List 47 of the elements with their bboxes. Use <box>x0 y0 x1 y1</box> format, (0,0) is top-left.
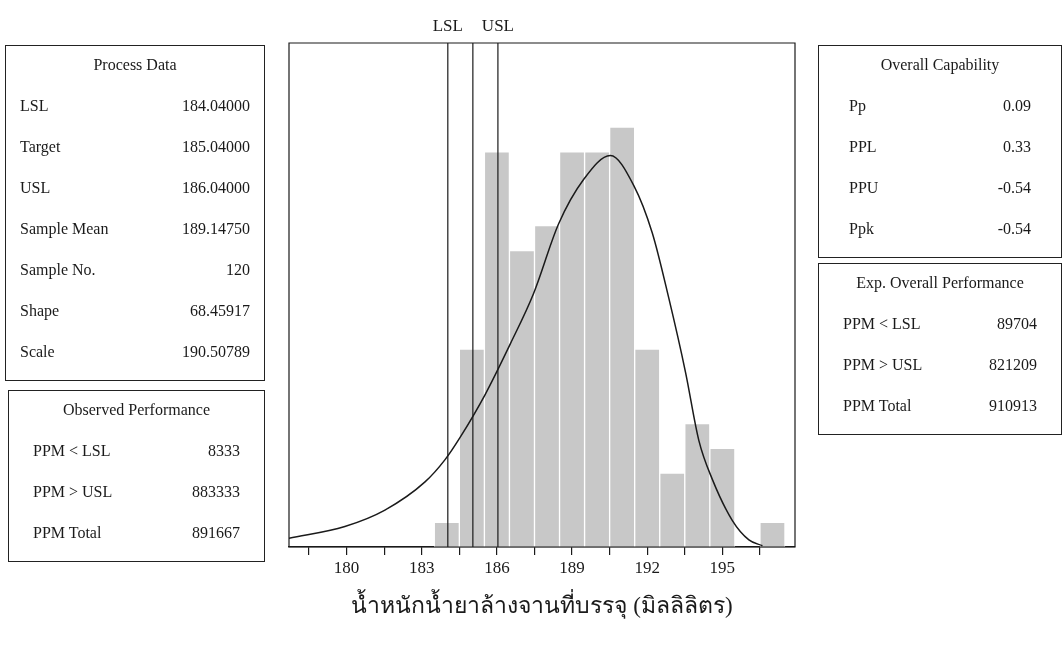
text: 910913 <box>989 396 1037 414</box>
category-label: Pp <box>849 96 866 115</box>
category-label: Ppk <box>849 219 874 238</box>
text: 821209 <box>989 355 1037 373</box>
category-label: USL <box>20 178 51 197</box>
text: -0.54 <box>997 219 1031 237</box>
category-label: Scale <box>20 342 55 361</box>
text: Overall Capability <box>879 56 1001 76</box>
x-tick-label: 195 <box>709 557 736 577</box>
category-label: Sample Mean <box>20 219 109 238</box>
text: 120 <box>226 260 250 278</box>
text: 891667 <box>192 523 240 541</box>
text: 8333 <box>208 441 240 459</box>
category-label: Shape <box>20 301 60 320</box>
category-label: PPM < LSL <box>843 314 921 333</box>
text: Process Data <box>92 56 178 75</box>
text: 0.09 <box>1003 96 1031 114</box>
x-axis-title: น้ำหนักน้ำยาล้างจานที่บรรจุ (มิลลิลิตร) <box>351 589 733 620</box>
category-label: PPM > USL <box>843 355 923 374</box>
text: Observed Performance <box>61 401 211 420</box>
text: 190.50789 <box>182 342 250 360</box>
text: 184.04000 <box>182 96 250 114</box>
text: 189.14750 <box>182 219 250 237</box>
text: 68.45917 <box>190 301 250 319</box>
category-label: PPM Total <box>843 396 912 415</box>
category-label: PPM > USL <box>33 482 113 501</box>
x-tick-label: 180 <box>333 557 360 577</box>
category-label: LSL <box>20 96 49 115</box>
category-label: Target <box>20 137 61 156</box>
category-label: PPM < LSL <box>33 441 111 460</box>
text: 186.04000 <box>182 178 250 196</box>
ref-line-label: LSL <box>432 15 463 35</box>
category-label: PPU <box>849 178 879 197</box>
text: -0.54 <box>997 178 1031 196</box>
text: 0.33 <box>1003 137 1031 155</box>
ref-line-label: USL <box>481 15 514 35</box>
text: 185.04000 <box>182 137 250 155</box>
text: Exp. Overall Performance <box>855 274 1025 294</box>
category-label: PPM Total <box>33 523 102 542</box>
x-tick-label: 186 <box>484 557 510 577</box>
x-tick-label: 183 <box>409 557 435 577</box>
x-tick-label: 192 <box>634 557 660 577</box>
text: 883333 <box>192 482 240 500</box>
text: 89704 <box>997 314 1037 332</box>
category-label: Sample No. <box>20 260 96 279</box>
x-tick-label: 189 <box>559 557 585 577</box>
category-label: PPL <box>849 137 877 156</box>
